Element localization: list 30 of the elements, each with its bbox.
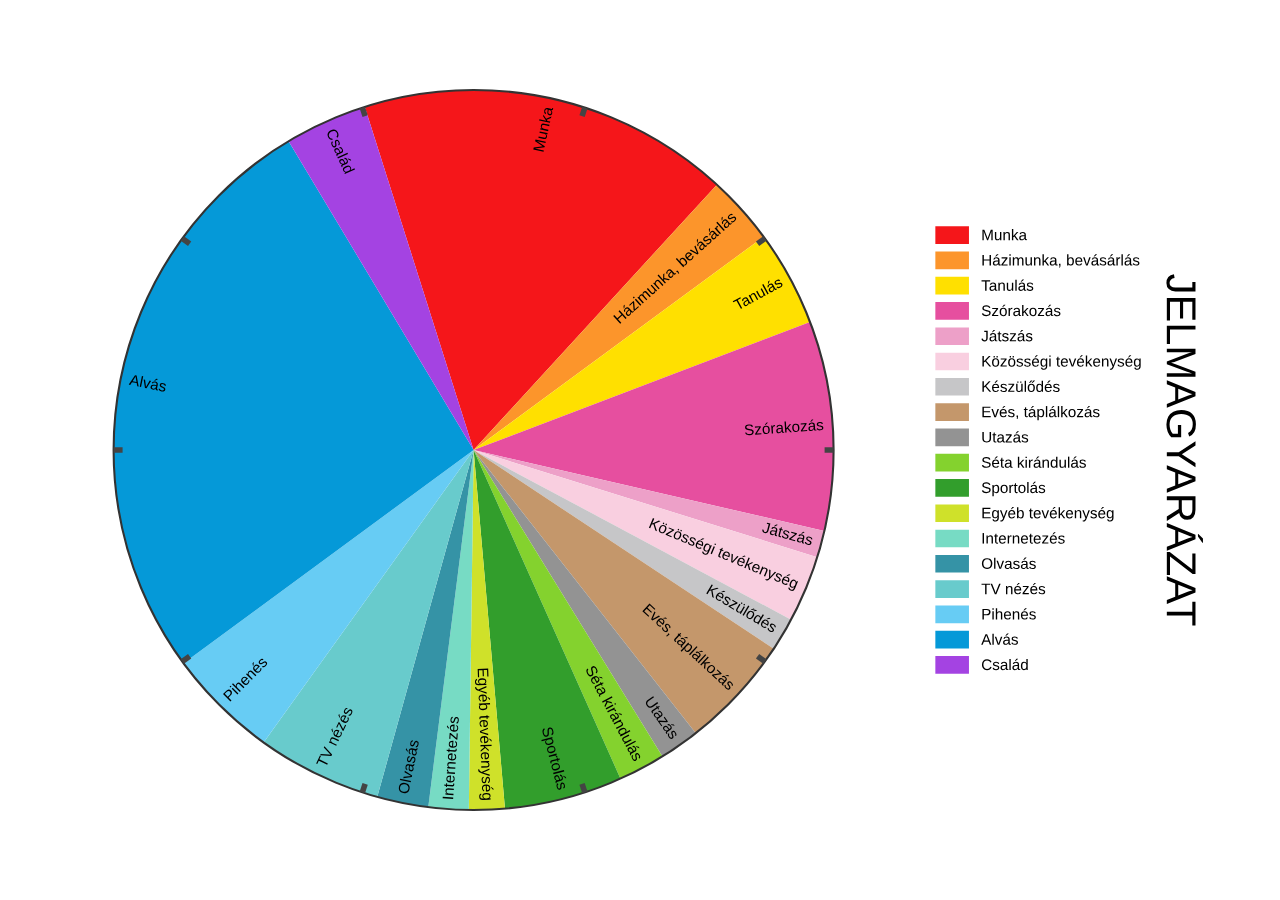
legend-label: Család — [981, 658, 1028, 671]
legend-label: Evés, táplálkozás — [982, 405, 1100, 421]
slice-label: Sportolás — [538, 726, 569, 792]
legend-label: Munka — [982, 229, 1028, 241]
legend-label: Egyéb tevékenység — [982, 507, 1114, 522]
legend-label: Séta kirándulás — [981, 456, 1086, 468]
legend-label: Tanulás — [981, 279, 1034, 291]
slice-label: Játszás — [761, 521, 814, 546]
legend-label: Szórakozás — [981, 304, 1061, 317]
slice-label: Munka — [532, 105, 554, 152]
pie-slice — [428, 450, 474, 810]
slice-label: Egyéb tevékenység — [474, 668, 494, 801]
legend-label: Készülődés — [982, 380, 1060, 393]
legend-label: Játszás — [981, 330, 1033, 342]
slice-label: Szórakozás — [744, 418, 824, 436]
legend-label: TV nézés — [981, 582, 1046, 595]
legend-title: JELMAGYARÁZAT — [1166, 274, 1203, 626]
legend-label: Házimunka, bevásárlás — [982, 254, 1140, 268]
legend-label: Internetezés — [982, 532, 1065, 544]
slice-label: TV nézés — [315, 705, 354, 769]
slice-label: Internetezés — [441, 716, 460, 800]
legend-label: Közösségi tevékenység — [982, 355, 1141, 370]
legend-label: Alvás — [981, 633, 1018, 645]
slice-label: Olvasás — [397, 739, 420, 795]
legend-label: Olvasás — [981, 557, 1036, 570]
legend-label: Pihenés — [982, 608, 1036, 620]
slice-label: Alvás — [128, 373, 168, 393]
legend-label: Sportolás — [981, 481, 1046, 497]
legend-label: Utazás — [982, 431, 1029, 443]
pie-slice — [377, 450, 474, 808]
